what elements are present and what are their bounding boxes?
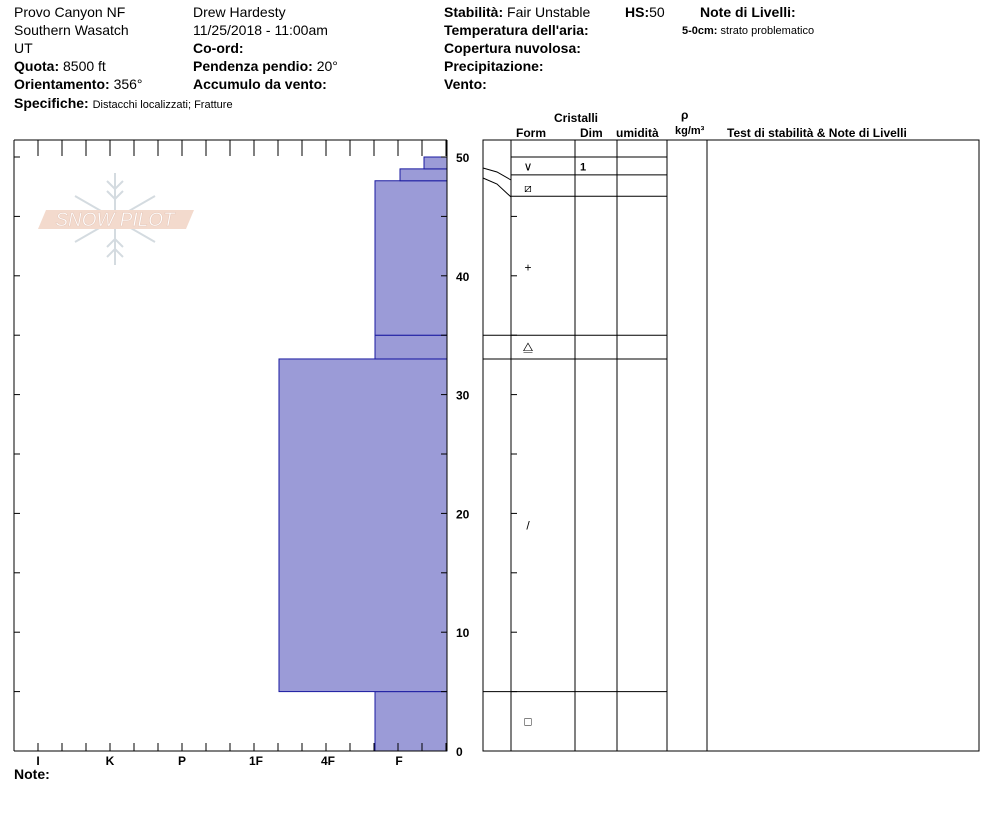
mountain-range: Southern Wasatch — [14, 22, 129, 38]
size-header: Dim — [580, 126, 603, 140]
specifics-value: Distacchi localizzati; Fratture — [92, 99, 233, 111]
location-name: Provo Canyon NF — [14, 4, 126, 20]
x-tick-label: I — [36, 754, 39, 768]
density-unit: kg/m³ — [675, 125, 705, 137]
aspect-field: Orientamento: 356° — [14, 76, 143, 92]
layer-note-depth: 5-0cm: — [682, 25, 718, 37]
air-temp-label: Temperatura dell'aria: — [444, 22, 589, 38]
x-tick-label: F — [395, 754, 402, 768]
y-tick-label: 0 — [456, 745, 463, 759]
crystal-form-symbol: ⧋ — [523, 340, 534, 354]
aspect-value: 356° — [113, 76, 143, 92]
aspect-label: Orientamento: — [14, 76, 110, 92]
layer-note: 5-0cm: strato problematico — [682, 23, 814, 39]
y-tick-label: 20 — [456, 507, 470, 521]
precipitation-label: Precipitazione: — [444, 58, 544, 74]
hardness-axis: I K P 1F 4F F — [36, 754, 402, 768]
specifics-field: Specifiche: Distacchi localizzati; Fratt… — [14, 95, 233, 113]
y-tick-label: 40 — [456, 270, 470, 284]
slope-value: 20° — [316, 58, 338, 74]
wind-label: Vento: — [444, 76, 487, 92]
hs-field: HS:50 — [625, 4, 665, 20]
moisture-header: umidità — [616, 126, 659, 140]
density-symbol: ρ — [681, 108, 689, 122]
crystal-rows: ∨ 1 ⧄ + ⧋ / □ — [523, 160, 586, 729]
snowpilot-logo: SNOW PILOT — [38, 173, 194, 265]
connector-line — [482, 177, 512, 198]
cloud-cover-label: Copertura nuvolosa: — [444, 40, 581, 56]
stability-field: Stabilità: Fair Unstable — [444, 4, 590, 20]
notes-label: Note: — [14, 766, 50, 782]
layer-notes-label: Note di Livelli: — [700, 4, 796, 20]
y-tick-label: 10 — [456, 626, 470, 640]
stability-notes-header: Test di stabilità & Note di Livelli — [727, 126, 907, 140]
elevation-field: Quota: 8500 ft — [14, 58, 106, 74]
hardness-bar-2 — [374, 334, 448, 360]
hs-label: HS: — [625, 4, 650, 20]
hardness-bar-4 — [399, 168, 448, 182]
table-border — [482, 139, 980, 752]
stability-value: Fair Unstable — [507, 4, 591, 20]
crystal-form-symbol: + — [524, 260, 531, 274]
state-name: UT — [14, 40, 33, 56]
hardness-bar-1 — [278, 358, 448, 693]
crystal-form-symbol: ∨ — [524, 160, 533, 174]
slope-field: Pendenza pendio: 20° — [193, 58, 338, 74]
layer-note-text: strato problematico — [720, 25, 815, 37]
crystal-table — [482, 139, 980, 752]
y-tick-label: 30 — [456, 389, 470, 403]
crystal-form-symbol: / — [526, 518, 530, 532]
height-axis: 0 10 20 30 40 50 — [441, 151, 470, 759]
specifics-label: Specifiche: — [14, 95, 89, 111]
x-tick-label: 4F — [321, 754, 335, 768]
crystal-form-symbol: □ — [524, 714, 531, 728]
connector-line — [482, 167, 512, 181]
stability-label: Stabilità: — [444, 4, 504, 20]
hardness-bar-3 — [374, 180, 448, 336]
x-tick-label: K — [106, 754, 115, 768]
form-header: Form — [516, 126, 546, 140]
observation-datetime: 11/25/2018 - 11:00am — [193, 22, 328, 38]
hardness-bar-5 — [423, 156, 448, 170]
x-tick-label: 1F — [249, 754, 263, 768]
crystal-size: 1 — [580, 162, 586, 174]
elevation-value: 8500 ft — [63, 58, 106, 74]
coord-label: Co-ord: — [193, 40, 244, 56]
snowpilot-logo-text: SNOW PILOT — [55, 210, 176, 231]
elevation-label: Quota: — [14, 58, 60, 74]
hs-value: 50 — [649, 4, 665, 20]
crystal-form-symbol: ⧄ — [524, 181, 532, 195]
hardness-chart-frame — [13, 139, 448, 752]
hardness-bars — [278, 156, 448, 752]
slope-label: Pendenza pendio: — [193, 58, 313, 74]
wind-loading-label: Accumulo da vento: — [193, 76, 327, 92]
hardness-bar-0 — [374, 691, 448, 752]
observer-name: Drew Hardesty — [193, 4, 286, 20]
crystals-header: Cristalli — [554, 111, 599, 125]
x-tick-label: P — [178, 754, 186, 768]
y-tick-label: 50 — [456, 151, 470, 165]
